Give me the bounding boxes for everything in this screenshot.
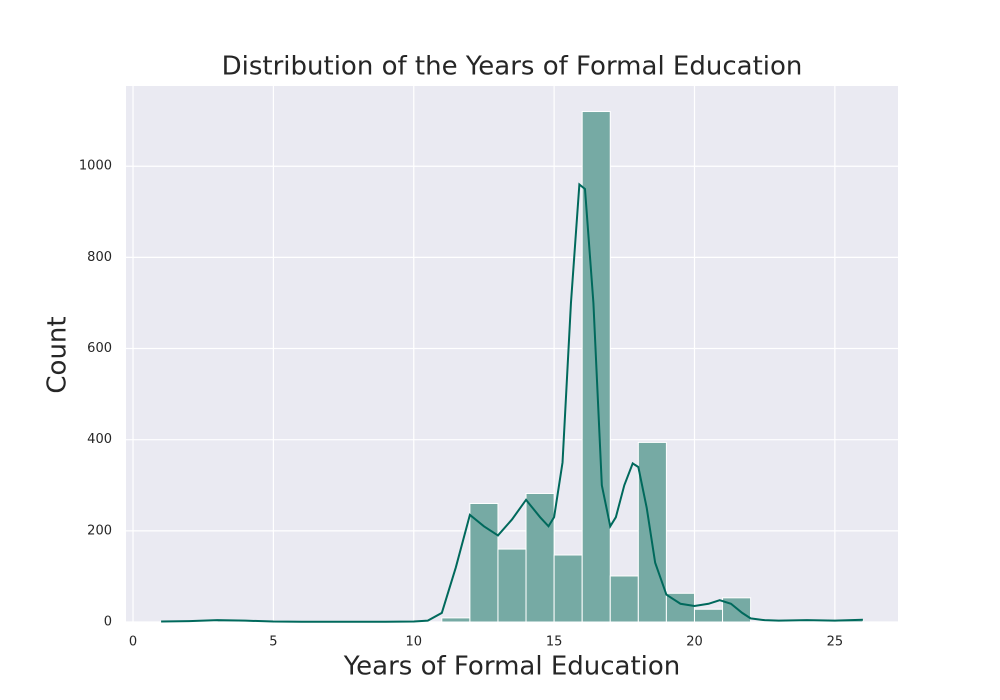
- x-axis-label: Years of Formal Education: [343, 652, 681, 682]
- bar: [497, 548, 527, 623]
- bar: [469, 502, 499, 623]
- bar: [693, 608, 724, 623]
- y-tick-label: 0: [104, 615, 112, 630]
- bar: [609, 575, 639, 623]
- x-tick-label: 10: [405, 635, 422, 650]
- y-tick-label: 1000: [79, 159, 112, 174]
- x-tick-label: 5: [269, 635, 277, 650]
- bar: [525, 492, 555, 623]
- kde-line: [161, 182, 863, 623]
- x-tick-label: 15: [546, 635, 563, 650]
- x-tick-label: 20: [686, 635, 703, 650]
- y-tick-label: 400: [87, 432, 112, 447]
- bar: [441, 617, 471, 623]
- x-tick-label: 0: [129, 635, 137, 650]
- plot-area: [126, 86, 898, 622]
- y-tick-label: 800: [87, 250, 112, 265]
- bar: [637, 441, 667, 623]
- x-tick-label: 25: [827, 635, 844, 650]
- y-tick-label: 600: [87, 341, 112, 356]
- bar: [553, 554, 583, 623]
- y-axis-label: Count: [43, 316, 73, 393]
- y-tick-label: 200: [87, 523, 112, 538]
- chart-title: Distribution of the Years of Formal Educ…: [222, 52, 803, 82]
